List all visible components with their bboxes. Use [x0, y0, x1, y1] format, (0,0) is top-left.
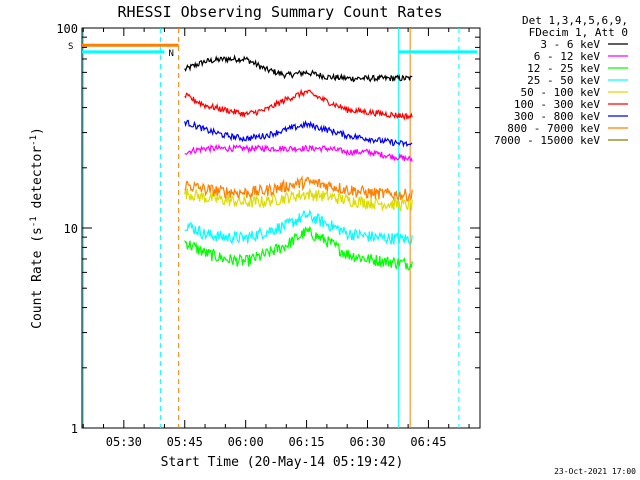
legend-header-0: Det 1,3,4,5,6,9, — [522, 14, 628, 27]
legend-header-1: FDecim 1, Att 0 — [529, 26, 628, 39]
y-axis: 1 10 100 — [56, 22, 480, 436]
x-tick-label-5: 06:45 — [410, 435, 446, 449]
x-axis: 05:30 05:45 06:00 06:15 06:30 06:45 — [82, 28, 470, 449]
legend-label-4: 50 - 100 keV — [521, 86, 601, 99]
series-line-7 — [184, 175, 413, 202]
series-line-4 — [184, 187, 413, 213]
series-line-6 — [184, 119, 413, 148]
x-tick-label-0: 05:30 — [106, 435, 142, 449]
x-tick-label-1: 05:45 — [167, 435, 203, 449]
series-line-5 — [184, 88, 413, 121]
y-tick-label-2: 100 — [56, 22, 78, 36]
y-tick-label-0: 1 — [71, 422, 78, 436]
series-line-1 — [184, 143, 413, 163]
chart-title: RHESSI Observing Summary Count Rates — [117, 3, 442, 21]
night-flag-label: N — [168, 49, 173, 59]
x-tick-label-3: 06:15 — [289, 435, 325, 449]
legend-label-0: 3 - 6 keV — [540, 38, 600, 51]
legend-label-7: 800 - 7000 keV — [507, 122, 600, 135]
legend-label-5: 100 - 300 keV — [514, 98, 600, 111]
saa-flag-label: S — [68, 42, 73, 52]
legend-label-6: 300 - 800 keV — [514, 110, 600, 123]
status-flags: SN — [68, 42, 478, 59]
legend-label-2: 12 - 25 keV — [527, 62, 600, 75]
series-line-0 — [184, 54, 413, 83]
x-axis-label: Start Time (20-May-14 05:19:42) — [161, 455, 404, 470]
y-tick-label-1: 10 — [64, 222, 78, 236]
legend-label-1: 6 - 12 keV — [534, 50, 601, 63]
series-line-3 — [184, 208, 413, 246]
footer-date: 23-Oct-2021 17:00 — [554, 467, 636, 476]
series-line-2 — [184, 225, 413, 271]
x-tick-label-2: 06:00 — [228, 435, 264, 449]
series-layer — [184, 54, 413, 271]
vertical-markers — [82, 28, 460, 428]
legend-label-8: 7000 - 15000 keV — [494, 134, 600, 147]
y-axis-label: Count Rate (s-1 detector-1) — [29, 127, 45, 329]
legend: Det 1,3,4,5,6,9,FDecim 1, Att 03 - 6 keV… — [494, 14, 628, 147]
x-tick-label-4: 06:30 — [349, 435, 385, 449]
legend-label-3: 25 - 50 keV — [527, 74, 600, 87]
